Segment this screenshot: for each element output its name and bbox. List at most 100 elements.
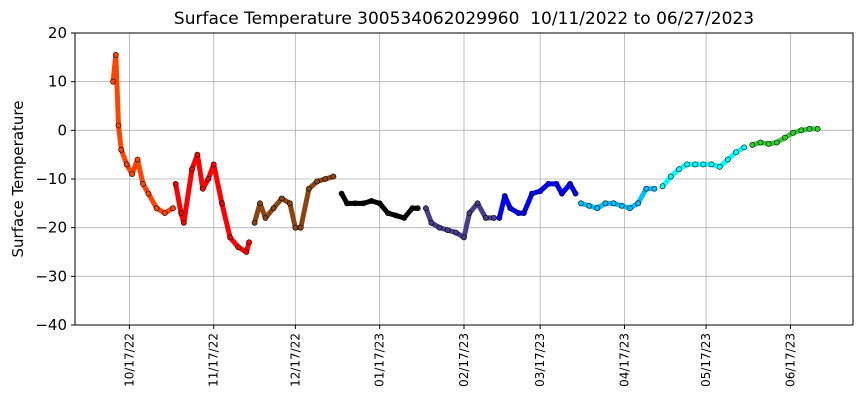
y-tick-label: 20 (48, 24, 67, 42)
data-point (401, 215, 408, 221)
data-point (376, 200, 383, 207)
data-point (278, 195, 285, 202)
data-point (700, 161, 707, 168)
data-point (444, 227, 451, 233)
data-point (194, 151, 201, 158)
y-tick-label: −20 (35, 219, 67, 237)
data-point (594, 205, 601, 212)
data-point (153, 205, 160, 212)
data-point (360, 200, 367, 207)
data-point (716, 163, 723, 170)
data-point (790, 129, 797, 136)
data-point (246, 239, 252, 246)
data-point (814, 125, 821, 132)
data-point (676, 166, 682, 173)
data-point (627, 205, 633, 212)
data-point (140, 180, 146, 187)
data-point (110, 78, 116, 85)
x-tick-label: 02/17/23 (457, 333, 471, 387)
data-point (235, 244, 242, 251)
data-point (537, 188, 544, 195)
data-point (170, 205, 176, 212)
data-point (572, 190, 579, 197)
data-point (436, 224, 443, 231)
series-line (110, 52, 175, 216)
data-point (520, 210, 527, 216)
y-tick-label: −30 (35, 267, 67, 285)
data-point (496, 215, 503, 221)
data-point (749, 142, 756, 148)
data-point (667, 173, 674, 180)
data-point (507, 205, 514, 212)
data-point (115, 122, 122, 129)
data-point (602, 200, 609, 207)
data-point (210, 161, 217, 168)
series-line (173, 152, 252, 255)
data-point (529, 190, 535, 197)
data-point (414, 205, 421, 212)
data-point (218, 200, 225, 207)
data-point (586, 202, 593, 209)
data-point (545, 180, 552, 187)
data-point (145, 190, 152, 197)
data-point (491, 215, 497, 221)
y-tick-label: 10 (48, 73, 67, 91)
data-point (199, 185, 206, 192)
x-tick-label: 04/17/23 (617, 333, 631, 387)
data-point (270, 205, 277, 212)
data-point (322, 176, 329, 182)
data-point (651, 185, 658, 192)
x-tick-label: 01/17/23 (373, 333, 387, 387)
series-line (423, 200, 494, 240)
data-point (741, 144, 748, 151)
data-point (292, 224, 299, 231)
data-point (180, 219, 187, 226)
data-point (643, 185, 650, 192)
data-point (482, 215, 489, 221)
data-point (659, 183, 666, 190)
data-point (428, 219, 435, 226)
x-tick-label: 03/17/23 (533, 333, 547, 387)
data-point (314, 178, 321, 185)
data-point (352, 200, 359, 207)
x-tick-label: 06/17/23 (783, 333, 797, 387)
data-point (798, 127, 805, 134)
data-point (384, 210, 391, 216)
data-point (297, 224, 304, 231)
data-point (618, 202, 625, 209)
data-point (409, 205, 416, 212)
y-tick-label: −40 (35, 316, 67, 334)
data-point (338, 190, 345, 197)
data-point (178, 210, 184, 216)
data-point (257, 200, 263, 207)
data-point (243, 249, 250, 255)
x-tick-label: 12/17/22 (288, 333, 302, 387)
data-point (610, 200, 617, 207)
data-point (474, 200, 481, 207)
data-point (129, 171, 136, 178)
data-point (205, 176, 212, 182)
y-tick-label: −10 (35, 170, 67, 188)
data-point (123, 161, 130, 168)
data-point (461, 234, 467, 241)
x-tick-label: 05/17/23 (699, 333, 713, 387)
data-point (765, 141, 772, 147)
data-point (757, 139, 764, 146)
data-point (559, 190, 565, 197)
data-point (773, 139, 780, 146)
data-point (134, 156, 141, 163)
x-tick-label: 11/17/22 (207, 333, 221, 387)
plot-frame (74, 32, 854, 326)
data-point (782, 134, 788, 141)
data-point (287, 200, 293, 207)
data-point (635, 200, 641, 207)
series-line (580, 186, 655, 211)
data-point (189, 166, 195, 173)
data-point (684, 161, 690, 168)
data-point (368, 197, 375, 204)
data-point (227, 234, 233, 241)
data-point (733, 149, 739, 156)
series-line (496, 181, 578, 219)
data-point (330, 173, 337, 180)
